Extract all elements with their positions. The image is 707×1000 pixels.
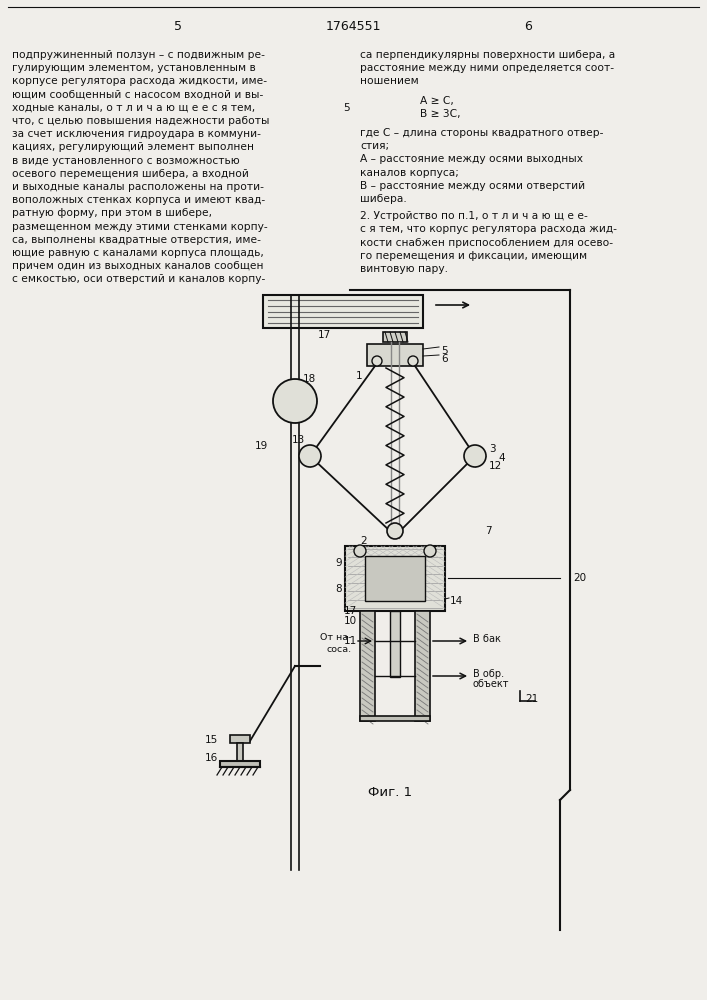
Text: винтовую пару.: винтовую пару. [360, 264, 448, 274]
Circle shape [372, 356, 382, 366]
Bar [360, 716, 430, 721]
Text: соса.: соса. [327, 645, 352, 654]
Text: В обр.: В обр. [473, 669, 504, 679]
Bar [220, 761, 260, 767]
Bar [237, 743, 243, 761]
Text: кациях, регулирующий элемент выполнен: кациях, регулирующий элемент выполнен [12, 142, 254, 152]
Text: 10: 10 [344, 616, 357, 626]
Text: A ≥ C,: A ≥ C, [420, 96, 454, 106]
Text: От на-: От на- [320, 633, 352, 642]
Text: размещенном между этими стенками корпу-: размещенном между этими стенками корпу- [12, 222, 268, 232]
Circle shape [273, 379, 317, 423]
Text: 4: 4 [498, 453, 505, 463]
Text: и выходные каналы расположены на проти-: и выходные каналы расположены на проти- [12, 182, 264, 192]
Text: 9: 9 [335, 558, 342, 568]
Text: В бак: В бак [473, 634, 501, 644]
Text: 5: 5 [174, 20, 182, 33]
Text: воположных стенках корпуса и имеют квад-: воположных стенках корпуса и имеют квад- [12, 195, 265, 205]
Text: 18: 18 [303, 374, 316, 384]
Circle shape [464, 445, 486, 467]
Text: 19: 19 [255, 441, 268, 451]
Text: подпружиненный ползун – с подвижным ре-: подпружиненный ползун – с подвижным ре- [12, 50, 265, 60]
Text: 14: 14 [450, 596, 463, 606]
Circle shape [299, 445, 321, 467]
Bar [390, 611, 400, 677]
Text: 12: 12 [489, 461, 502, 471]
Text: Фиг. 1: Фиг. 1 [368, 786, 412, 799]
Circle shape [387, 523, 403, 539]
Text: в виде установленного с возможностью: в виде установленного с возможностью [12, 156, 240, 166]
Text: с я тем, что корпус регулятора расхода жид-: с я тем, что корпус регулятора расхода ж… [360, 224, 617, 234]
Text: 15: 15 [205, 735, 218, 745]
Text: А – расстояние между осями выходных: А – расстояние между осями выходных [360, 154, 583, 164]
Bar [367, 344, 423, 366]
Text: объект: объект [473, 679, 510, 689]
Text: 3: 3 [489, 444, 496, 454]
Circle shape [408, 356, 418, 366]
Text: 16: 16 [205, 753, 218, 763]
Text: гулирующим элементом, установленным в: гулирующим элементом, установленным в [12, 63, 256, 73]
Text: 1: 1 [356, 371, 362, 381]
Text: расстояние между ними определяется соот-: расстояние между ними определяется соот- [360, 63, 614, 73]
Text: корпусе регулятора расхода жидкости, име-: корпусе регулятора расхода жидкости, име… [12, 76, 267, 86]
Text: са, выполнены квадратные отверстия, име-: са, выполнены квадратные отверстия, име- [12, 235, 261, 245]
Text: что, с целью повышения надежности работы: что, с целью повышения надежности работы [12, 116, 269, 126]
Text: 6: 6 [441, 354, 448, 364]
Text: ющим сообщенный с насосом входной и вы-: ющим сообщенный с насосом входной и вы- [12, 90, 264, 100]
Text: ходные каналы, о т л и ч а ю щ е е с я тем,: ходные каналы, о т л и ч а ю щ е е с я т… [12, 103, 255, 113]
Text: го перемещения и фиксации, имеющим: го перемещения и фиксации, имеющим [360, 251, 587, 261]
Text: за счет исключения гидроудара в коммуни-: за счет исключения гидроудара в коммуни- [12, 129, 261, 139]
Bar [383, 332, 407, 342]
Text: 7: 7 [485, 526, 491, 536]
Text: с емкостью, оси отверстий и каналов корпу-: с емкостью, оси отверстий и каналов корп… [12, 274, 265, 284]
Text: 8: 8 [335, 584, 342, 594]
Text: где С – длина стороны квадратного отвер-: где С – длина стороны квадратного отвер- [360, 128, 604, 138]
Bar [230, 735, 250, 743]
Text: 5: 5 [344, 103, 350, 113]
Text: 20: 20 [573, 573, 586, 583]
Text: стия;: стия; [360, 141, 389, 151]
Text: ющие равную с каналами корпуса площадь,: ющие равную с каналами корпуса площадь, [12, 248, 264, 258]
Text: каналов корпуса;: каналов корпуса; [360, 168, 459, 178]
Text: 6: 6 [524, 20, 532, 33]
Circle shape [354, 545, 366, 557]
Text: B ≥ 3C,: B ≥ 3C, [420, 109, 460, 119]
Text: ратную форму, при этом в шибере,: ратную форму, при этом в шибере, [12, 208, 212, 218]
Bar [365, 556, 425, 601]
Text: 17: 17 [318, 330, 332, 340]
Text: 1764551: 1764551 [325, 20, 381, 33]
Text: 17: 17 [344, 606, 357, 616]
Text: В – расстояние между осями отверстий: В – расстояние между осями отверстий [360, 181, 585, 191]
Bar [263, 295, 423, 328]
Bar [345, 546, 445, 611]
Text: 2. Устройство по п.1, о т л и ч а ю щ е е-: 2. Устройство по п.1, о т л и ч а ю щ е … [360, 211, 588, 221]
Bar [415, 611, 430, 721]
Text: шибера.: шибера. [360, 194, 407, 204]
Text: 13: 13 [292, 435, 305, 445]
Bar [360, 611, 375, 721]
Circle shape [424, 545, 436, 557]
Text: осевого перемещения шибера, а входной: осевого перемещения шибера, а входной [12, 169, 249, 179]
Text: 2: 2 [360, 536, 367, 546]
Text: 11: 11 [344, 636, 357, 646]
Text: причем один из выходных каналов сообщен: причем один из выходных каналов сообщен [12, 261, 264, 271]
Text: ношением: ношением [360, 76, 419, 86]
Text: 5: 5 [441, 346, 448, 356]
Text: кости снабжен приспособлением для осево-: кости снабжен приспособлением для осево- [360, 238, 613, 248]
Text: са перпендикулярны поверхности шибера, а: са перпендикулярны поверхности шибера, а [360, 50, 615, 60]
Text: 21: 21 [525, 694, 538, 704]
